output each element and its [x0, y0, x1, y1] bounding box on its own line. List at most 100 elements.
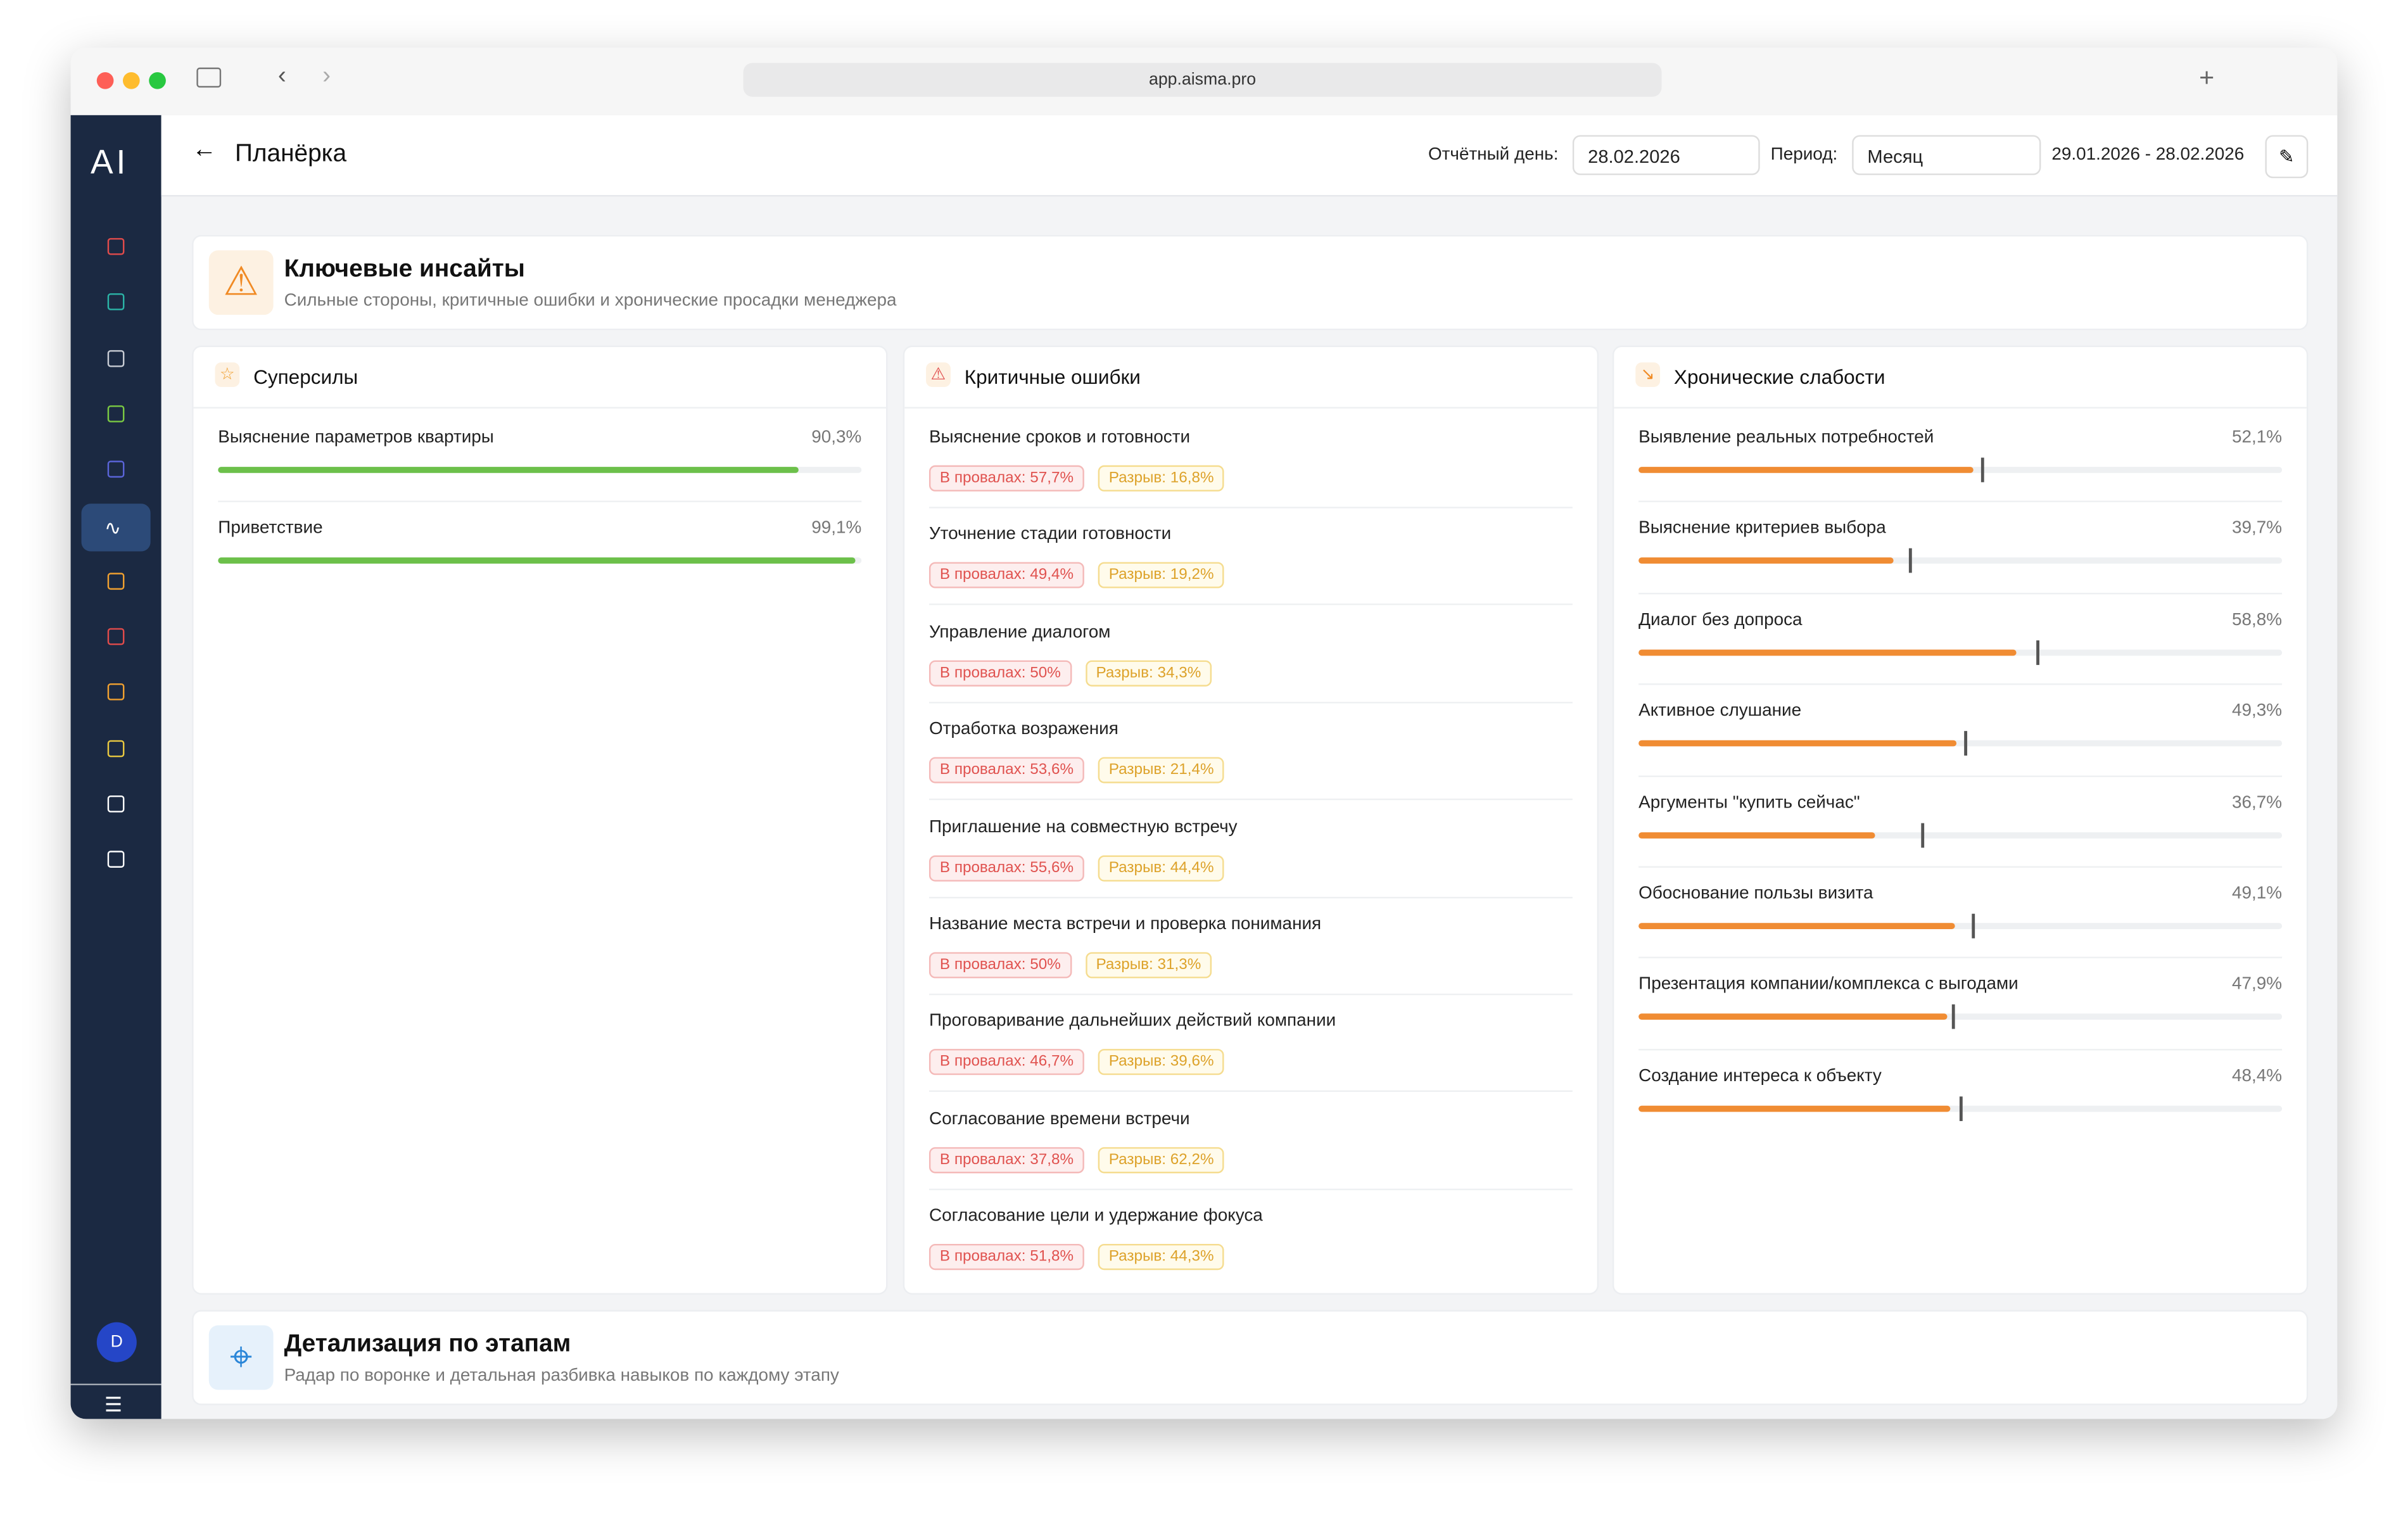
bar — [1638, 740, 1956, 747]
details-card: ⌖ Детализация по этапам Радар по воронке… — [192, 1310, 2309, 1405]
bar — [1638, 649, 2017, 656]
fail-tag: В провалах: 55,6% — [928, 854, 1084, 881]
section-title: Ключевые инсайты — [284, 256, 525, 283]
benchmark-marker — [1909, 548, 1913, 574]
divider — [928, 896, 1573, 898]
avatar[interactable]: D — [96, 1322, 137, 1362]
nav-icon[interactable] — [107, 293, 125, 311]
fail-tag: В провалах: 46,7% — [928, 1049, 1084, 1076]
forward-nav[interactable]: › — [322, 63, 331, 89]
bar — [1638, 923, 1955, 929]
divider — [1638, 683, 2283, 685]
edit-button[interactable]: ✎ — [2265, 135, 2309, 179]
bar-track — [1638, 913, 2283, 939]
item-name: Активное слушание — [1638, 702, 1802, 721]
logo[interactable]: AI — [91, 143, 129, 182]
benchmark-marker — [1972, 913, 1976, 939]
nav-icon[interactable] — [107, 349, 125, 367]
divider — [70, 1383, 162, 1386]
item-name: Название места встречи и проверка понима… — [928, 915, 1322, 934]
fail-tag: В провалах: 50% — [928, 660, 1072, 687]
nav-icon[interactable] — [107, 460, 125, 478]
nav-icon[interactable] — [107, 739, 125, 757]
back-nav[interactable]: ‹ — [277, 63, 286, 89]
nav-icon[interactable] — [107, 238, 125, 255]
bar-track — [218, 467, 862, 473]
bar — [1638, 467, 1974, 473]
item-value: 58,8% — [2232, 611, 2283, 630]
nav-icon[interactable]: ∿ — [104, 515, 122, 538]
gap-tag: Разрыв: 44,3% — [1098, 1244, 1225, 1271]
tags: В провалах: 53,6% Разрыв: 21,4% — [928, 754, 1238, 784]
date-range: 29.01.2026 - 28.02.2026 — [2051, 146, 2245, 165]
nav-icon[interactable] — [107, 572, 125, 590]
item-name: Выяснение критериев выбора — [1638, 519, 1886, 538]
bar-track — [1638, 822, 2283, 847]
date-input[interactable]: 28.02.2026 — [1572, 135, 1760, 175]
fail-tag: В провалах: 37,8% — [928, 1146, 1084, 1173]
divider — [928, 701, 1573, 704]
divider — [1638, 866, 2283, 868]
item-name: Презентация компании/комплекса с выгодам… — [1638, 975, 2018, 994]
divider — [1638, 592, 2283, 594]
nav-icon[interactable] — [107, 795, 125, 813]
item-value: 47,9% — [2232, 975, 2283, 994]
divider — [1638, 775, 2283, 777]
item-name: Проговаривание дальнейших действий компа… — [928, 1012, 1336, 1031]
zoom-button[interactable] — [149, 72, 166, 89]
nav-icon[interactable] — [107, 628, 125, 645]
item-name: Аргументы "купить сейчас" — [1638, 793, 1860, 812]
divider — [1614, 407, 2307, 409]
benchmark-marker — [1951, 1005, 1955, 1030]
section-title: Детализация по этапам — [284, 1331, 571, 1358]
sidebar: AI D ☰ ∿ — [70, 115, 162, 1419]
warning-icon: ⚠ — [208, 250, 274, 315]
page-header: ← Планёрка Отчётный день: 28.02.2026 Пер… — [161, 115, 2338, 197]
gap-tag: Разрыв: 31,3% — [1085, 952, 1212, 979]
card-title: Критичные ошибки — [964, 365, 1141, 389]
divider — [928, 507, 1573, 509]
item-value: 49,3% — [2232, 702, 2283, 721]
divider — [904, 407, 1597, 409]
bar-track — [218, 556, 862, 563]
benchmark-marker — [1981, 457, 1985, 483]
superpowers-card: ☆ Суперсилы Выяснение параметров квартиры 9… — [192, 345, 888, 1295]
bar — [218, 467, 799, 473]
item-name: Приветствие — [218, 518, 323, 537]
bar — [1638, 1105, 1950, 1112]
item-value: 52,1% — [2232, 428, 2283, 447]
nav-icon[interactable] — [107, 851, 125, 868]
divider — [928, 604, 1573, 606]
address-bar[interactable]: app.aisma.pro — [743, 63, 1662, 97]
section-subtitle: Сильные стороны, критичные ошибки и хрон… — [284, 291, 897, 310]
card-title: Суперсилы — [253, 365, 358, 389]
tags: В провалах: 57,7% Разрыв: 16,8% — [928, 462, 1238, 491]
nav-item-active[interactable] — [81, 503, 151, 551]
gap-tag: Разрыв: 62,2% — [1098, 1146, 1225, 1173]
close-button[interactable] — [96, 72, 114, 89]
divider — [1638, 501, 2283, 503]
divider — [928, 1091, 1573, 1093]
benchmark-marker — [2037, 640, 2040, 665]
item-name: Обоснование пользы визита — [1638, 884, 1873, 903]
tags: В провалах: 51,8% Разрыв: 44,3% — [928, 1241, 1238, 1271]
back-button[interactable]: ← — [192, 136, 217, 163]
gap-tag: Разрыв: 39,6% — [1098, 1049, 1225, 1076]
fail-tag: В провалах: 53,6% — [928, 757, 1084, 784]
bar-track — [1638, 731, 2283, 756]
bar-track — [1638, 1005, 2283, 1030]
tags: В провалах: 37,8% Разрыв: 62,2% — [928, 1144, 1238, 1173]
benchmark-marker — [1965, 731, 1968, 756]
menu-toggle[interactable]: ☰ — [104, 1393, 123, 1416]
card-icon: ⚠ — [926, 362, 951, 388]
minimize-button[interactable] — [122, 72, 140, 89]
nav-icon[interactable] — [107, 405, 125, 422]
new-tab[interactable]: + — [2199, 63, 2215, 92]
fail-tag: В провалах: 51,8% — [928, 1244, 1084, 1271]
period-select[interactable]: Месяц — [1852, 135, 2041, 175]
nav-icon[interactable] — [107, 683, 125, 701]
gap-tag: Разрыв: 16,8% — [1098, 465, 1225, 491]
item-name: Выявление реальных потребностей — [1638, 428, 1934, 447]
sidebar-toggle[interactable] — [196, 67, 222, 88]
bar — [218, 556, 856, 563]
